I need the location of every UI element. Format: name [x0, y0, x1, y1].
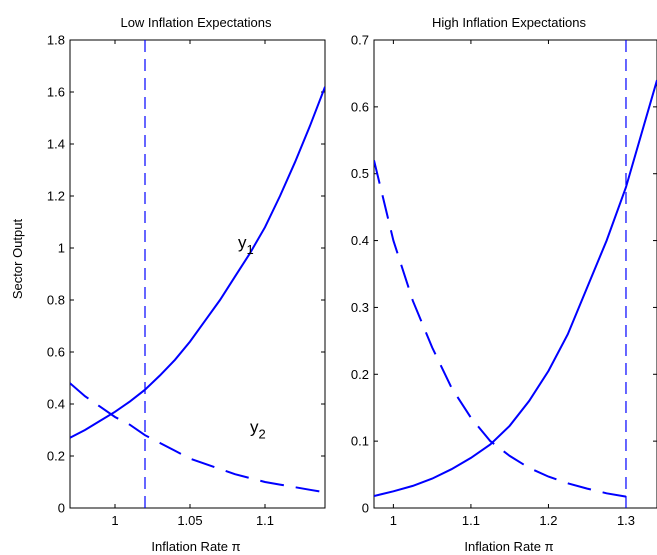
right-ytick-label: 0.5	[351, 166, 369, 181]
right-chart: High Inflation Expectations Inflation Ra…	[351, 15, 657, 554]
right-xlabel: Inflation Rate π	[464, 539, 553, 554]
right-series-y2-line	[374, 160, 627, 498]
right-xtick-label: 1.3	[617, 513, 635, 528]
right-xtick-label: 1.1	[462, 513, 480, 528]
left-chart: Low Inflation Expectations Inflation Rat…	[10, 15, 326, 554]
left-xlabel: Inflation Rate π	[151, 539, 240, 554]
left-ytick-label: 1.2	[47, 189, 65, 204]
left-ytick-label: 1.4	[47, 137, 65, 152]
left-ytick-label: 0.6	[47, 345, 65, 360]
right-ytick-label: 0	[362, 501, 369, 516]
left-ytick-label: 0.2	[47, 449, 65, 464]
right-ytick-label: 0.6	[351, 99, 369, 114]
left-series-y1-line	[70, 86, 325, 439]
right-ytick-label: 0.4	[351, 233, 369, 248]
left-title: Low Inflation Expectations	[120, 15, 272, 30]
left-ytick-label: 0	[58, 501, 65, 516]
right-plot-area: 0 0.1 0.2 0.3 0.4 0.5 0.6 0.7 1 1.1 1.2 1.3	[351, 33, 657, 528]
left-annotation-y2: y2	[250, 418, 266, 442]
left-ytick-label: 1.8	[47, 33, 65, 48]
right-series-y1-line	[374, 79, 657, 497]
left-ylabel: Sector Output	[10, 219, 25, 300]
left-ytick-label: 0.8	[47, 293, 65, 308]
left-xtick-label: 1.05	[177, 513, 202, 528]
right-xtick-label: 1.2	[539, 513, 557, 528]
right-title: High Inflation Expectations	[432, 15, 586, 30]
left-xtick-label: 1.1	[256, 513, 274, 528]
left-plot-area: 0 0.2 0.4 0.6 0.8 1 1.2 1.4 1.6 1.8 1 1.05 1.1 y1 y2	[47, 33, 326, 528]
left-axes-box	[69, 39, 326, 509]
left-series-y2-line	[70, 382, 325, 494]
right-xtick-label: 1	[390, 513, 397, 528]
left-xtick-label: 1	[111, 513, 118, 528]
right-ytick-label: 0.2	[351, 367, 369, 382]
left-ytick-label: 0.4	[47, 397, 65, 412]
left-annotation-y1: y1	[238, 233, 254, 257]
right-axes-box	[373, 39, 657, 509]
right-ytick-label: 0.3	[351, 300, 369, 315]
left-ytick-label: 1	[58, 241, 65, 256]
left-ytick-label: 1.6	[47, 85, 65, 100]
right-ytick-label: 0.7	[351, 33, 369, 48]
right-ytick-label: 0.1	[351, 434, 369, 449]
